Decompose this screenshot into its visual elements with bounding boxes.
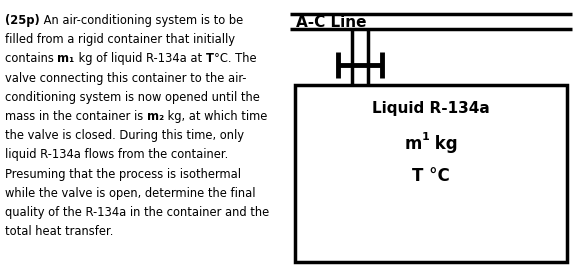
Text: valve connecting this container to the air-: valve connecting this container to the a… [5,72,247,85]
Text: m₁: m₁ [57,52,75,65]
Text: kg, at which time: kg, at which time [164,110,267,123]
Text: A-C Line: A-C Line [296,15,367,30]
Text: m: m [404,135,422,153]
Text: kg of liquid R-134a at: kg of liquid R-134a at [75,52,206,65]
Text: Presuming that the process is isothermal: Presuming that the process is isothermal [5,168,241,181]
Text: liquid R-134a flows from the container.: liquid R-134a flows from the container. [5,148,228,161]
Text: °C. The: °C. The [214,52,256,65]
Text: Liquid R-134a: Liquid R-134a [372,101,490,116]
Bar [295,85,567,262]
Text: filled from a rigid container that initially: filled from a rigid container that initi… [5,33,235,46]
Text: T: T [206,52,214,65]
Text: quality of the R-134a in the container and the: quality of the R-134a in the container a… [5,206,269,219]
Text: kg: kg [429,135,458,153]
Text: contains: contains [5,52,57,65]
Text: conditioning system is now opened until the: conditioning system is now opened until … [5,91,260,104]
Text: the valve is closed. During this time, only: the valve is closed. During this time, o… [5,129,244,142]
Text: T °C: T °C [412,167,450,185]
Text: An air-conditioning system is to be: An air-conditioning system is to be [40,14,243,27]
Text: while the valve is open, determine the final: while the valve is open, determine the f… [5,187,255,200]
Text: (25p): (25p) [5,14,40,27]
Text: mass in the container is: mass in the container is [5,110,147,123]
Text: 1: 1 [422,132,429,142]
Text: total heat transfer.: total heat transfer. [5,225,113,238]
Text: m₂: m₂ [147,110,164,123]
